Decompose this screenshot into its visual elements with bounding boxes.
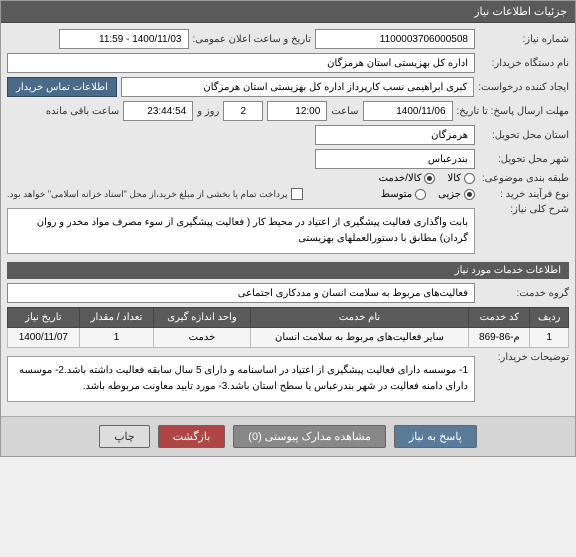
cell-qty: 1 (79, 328, 154, 348)
process-med-label: متوسط (381, 189, 412, 200)
services-section-header: اطلاعات خدمات مورد نیاز (7, 262, 569, 279)
process-label: نوع فرآیند خرید : (479, 189, 569, 200)
th-qty: تعداد / مقدار (79, 308, 154, 328)
deadline-time-field: 12:00 (267, 101, 327, 121)
buyer-field: اداره کل بهزیستی استان هرمزگان (7, 53, 475, 73)
days-field: 2 (223, 101, 263, 121)
footer-actions: پاسخ به نیاز مشاهده مدارک پیوستی (0) باز… (1, 416, 575, 456)
treasury-label: پرداخت تمام یا بخشی از مبلغ خرید،از محل … (7, 189, 287, 200)
th-unit: واحد اندازه گیری (154, 308, 250, 328)
buyer-notes-field: 1- موسسه دارای فعالیت پیشگیری از اعتیاد … (7, 356, 475, 402)
category-goods-label: کالا (447, 173, 461, 184)
process-small-label: جزیی (438, 189, 461, 200)
deadline-label: مهلت ارسال پاسخ: تا تاریخ: (457, 106, 569, 117)
category-service-option[interactable]: کالا/خدمت (379, 173, 436, 184)
cell-date: 1400/11/07 (8, 328, 80, 348)
cell-row: 1 (530, 328, 569, 348)
buyer-label: نام دستگاه خریدار: (479, 58, 569, 69)
radio-checked-icon (464, 189, 475, 200)
treasury-checkbox[interactable] (291, 188, 303, 200)
province-label: استان محل تحویل: (479, 130, 569, 141)
category-label: طبقه بندی موضوعی: (479, 173, 569, 184)
process-radio-group: جزیی متوسط (381, 189, 475, 200)
print-button[interactable]: چاپ (99, 425, 150, 448)
panel-title: جزئیات اطلاعات نیاز (474, 6, 567, 18)
cell-code: م-86-869 (469, 328, 530, 348)
desc-field: بابت واگذاری فعالیت پیشگیری از اعتیاد در… (7, 208, 475, 254)
th-date: تاریخ نیاز (8, 308, 80, 328)
city-field: بندرعباس (315, 149, 475, 169)
process-med-option[interactable]: متوسط (381, 189, 426, 200)
cell-name: سایر فعالیت‌های مربوط به سلامت انسان (250, 328, 469, 348)
radio-checked-icon (424, 173, 435, 184)
category-goods-option[interactable]: کالا (447, 173, 475, 184)
th-name: نام خدمت (250, 308, 469, 328)
th-code: کد خدمت (469, 308, 530, 328)
cell-unit: خدمت (154, 328, 250, 348)
service-group-label: گروه خدمت: (479, 288, 569, 299)
day-label: روز و (197, 106, 219, 117)
category-service-label: کالا/خدمت (379, 173, 422, 184)
time-label-1: ساعت (331, 106, 358, 117)
creator-field: کبری ابراهیمی نسب کارپرداز اداره کل بهزی… (121, 77, 474, 97)
city-label: شهر محل تحویل: (479, 154, 569, 165)
attachments-button[interactable]: مشاهده مدارک پیوستی (0) (233, 425, 386, 448)
desc-label: شرح کلی نیاز: (479, 204, 569, 215)
remain-time-field: 23:44:54 (123, 101, 193, 121)
reply-button[interactable]: پاسخ به نیاز (394, 425, 477, 448)
radio-icon (415, 189, 426, 200)
panel-content: شماره نیاز: 1100003706000508 تاریخ و ساع… (1, 23, 575, 416)
process-small-option[interactable]: جزیی (438, 189, 475, 200)
need-no-label: شماره نیاز: (479, 34, 569, 45)
table-header-row: ردیف کد خدمت نام خدمت واحد اندازه گیری ت… (8, 308, 569, 328)
panel-header: جزئیات اطلاعات نیاز (1, 1, 575, 23)
announce-field: 1400/11/03 - 11:59 (59, 29, 189, 49)
buyer-notes-label: توضیحات خریدار: (479, 352, 569, 363)
announce-label: تاریخ و ساعت اعلان عمومی: (193, 34, 312, 45)
category-radio-group: کالا کالا/خدمت (379, 173, 475, 184)
service-group-field: فعالیت‌های مربوط به سلامت انسان و مددکار… (7, 283, 475, 303)
need-details-panel: جزئیات اطلاعات نیاز شماره نیاز: 11000037… (0, 0, 576, 457)
remain-label: ساعت باقی مانده (46, 106, 119, 117)
contact-info-button[interactable]: اطلاعات تماس خریدار (7, 77, 117, 97)
deadline-date-field: 1400/11/06 (363, 101, 453, 121)
th-row: ردیف (530, 308, 569, 328)
need-no-field: 1100003706000508 (315, 29, 475, 49)
province-field: هرمزگان (315, 125, 475, 145)
radio-icon (464, 173, 475, 184)
services-table: ردیف کد خدمت نام خدمت واحد اندازه گیری ت… (7, 307, 569, 348)
creator-label: ایجاد کننده درخواست: (478, 82, 569, 93)
table-row[interactable]: 1 م-86-869 سایر فعالیت‌های مربوط به سلام… (8, 328, 569, 348)
back-button[interactable]: بازگشت (158, 425, 226, 448)
